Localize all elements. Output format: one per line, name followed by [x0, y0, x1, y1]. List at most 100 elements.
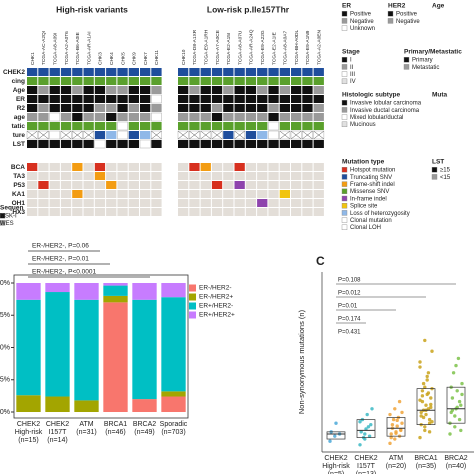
bar-segment [74, 299, 99, 401]
row-label: ER [16, 96, 25, 103]
onco-cell [257, 122, 268, 130]
bar-segment [74, 283, 99, 300]
legend-swatch [341, 10, 348, 17]
point [460, 381, 464, 386]
onco-cell [189, 86, 200, 94]
onco-cell [268, 208, 279, 216]
onco-cell [189, 77, 200, 85]
onco-cell [151, 181, 162, 189]
point [328, 439, 332, 443]
onco-cell [49, 122, 60, 130]
onco-cell [83, 68, 94, 76]
legend-label: <15 [440, 175, 451, 181]
point [426, 407, 431, 411]
onco-cell [128, 208, 139, 216]
onco-cell [117, 95, 128, 103]
x-tick-label: ATM [79, 421, 93, 428]
onco-cell [178, 77, 189, 85]
onco-cell [72, 208, 83, 216]
legend-label: II [350, 65, 354, 71]
cross [83, 130, 94, 140]
onco-cell [106, 122, 117, 130]
onco-cell [211, 140, 223, 148]
onco-cell [49, 190, 60, 198]
onco-cell [38, 190, 49, 198]
legend-swatch [341, 99, 348, 106]
onco-cell [60, 140, 72, 148]
legend-label: IV [350, 79, 356, 85]
onco-cell [313, 172, 324, 180]
onco-cell [313, 190, 324, 198]
onco-cell [189, 140, 200, 148]
point [370, 407, 374, 411]
legend-label: Metastatic [412, 65, 439, 71]
onco-cell [313, 95, 324, 103]
onco-cell [302, 172, 313, 180]
legend-swatch [387, 10, 394, 17]
onco-cell [94, 208, 106, 216]
point [388, 441, 392, 446]
legend-swatch [341, 202, 348, 209]
onco-cell [279, 86, 290, 94]
onco-cell [302, 140, 313, 148]
x-tick-label: CHEK2 [354, 455, 377, 462]
onco-cell [200, 77, 211, 85]
x-tick-label: CHEK2 [324, 455, 347, 462]
onco-cell [279, 122, 290, 130]
onco-cell [49, 172, 60, 180]
point [460, 392, 464, 397]
onco-cell [72, 122, 83, 130]
onco-cell [72, 181, 83, 189]
y-tick-label: 75% [0, 312, 10, 319]
onco-cell [245, 122, 257, 130]
onco-cell [268, 68, 279, 76]
point [430, 420, 434, 424]
onco-cell [178, 68, 189, 76]
onco-cell [234, 113, 245, 121]
onco-cell [151, 68, 162, 76]
onco-cell [140, 68, 151, 76]
row-label: cing [12, 78, 25, 85]
onco-cell [223, 199, 234, 207]
cross [151, 130, 162, 140]
onco-cell [128, 77, 139, 85]
point [424, 403, 428, 407]
onco-cell [223, 113, 234, 121]
x-tick-label: (n=49) [134, 429, 154, 436]
onco-cell [72, 77, 83, 85]
point [420, 394, 425, 398]
legend-swatch [387, 18, 394, 24]
onco-cell [139, 139, 151, 149]
onco-cell [268, 86, 279, 94]
onco-cell [245, 190, 257, 198]
onco-cell [279, 163, 290, 171]
onco-cell [128, 131, 139, 139]
sample-label: TCGA-A8-A07U [237, 30, 243, 65]
point [427, 417, 432, 422]
point [423, 428, 427, 433]
bar-segment [161, 283, 186, 298]
onco-cell [257, 104, 268, 112]
cross [189, 130, 200, 140]
onco-cell [72, 172, 83, 180]
row-label: ture [13, 132, 26, 139]
legend-swatch [0, 212, 6, 219]
onco-cell [72, 190, 83, 198]
y-tick-label: 50% [0, 344, 10, 351]
onco-cell [200, 104, 211, 112]
onco-cell [106, 208, 117, 216]
legend-swatch [0, 220, 6, 226]
legend-label: Negative [396, 19, 420, 25]
onco-cell [211, 77, 223, 85]
onco-cell [257, 172, 268, 180]
onco-cell [83, 140, 94, 148]
sample-label: TCGA-E9-A22G [260, 30, 266, 65]
onco-cell [257, 208, 268, 216]
onco-cell [234, 181, 245, 189]
onco-cell [151, 112, 162, 122]
point [418, 360, 422, 364]
onco-cell [27, 181, 38, 189]
onco-cell [72, 104, 83, 112]
onco-cell [189, 122, 200, 130]
onco-cell [211, 190, 223, 198]
